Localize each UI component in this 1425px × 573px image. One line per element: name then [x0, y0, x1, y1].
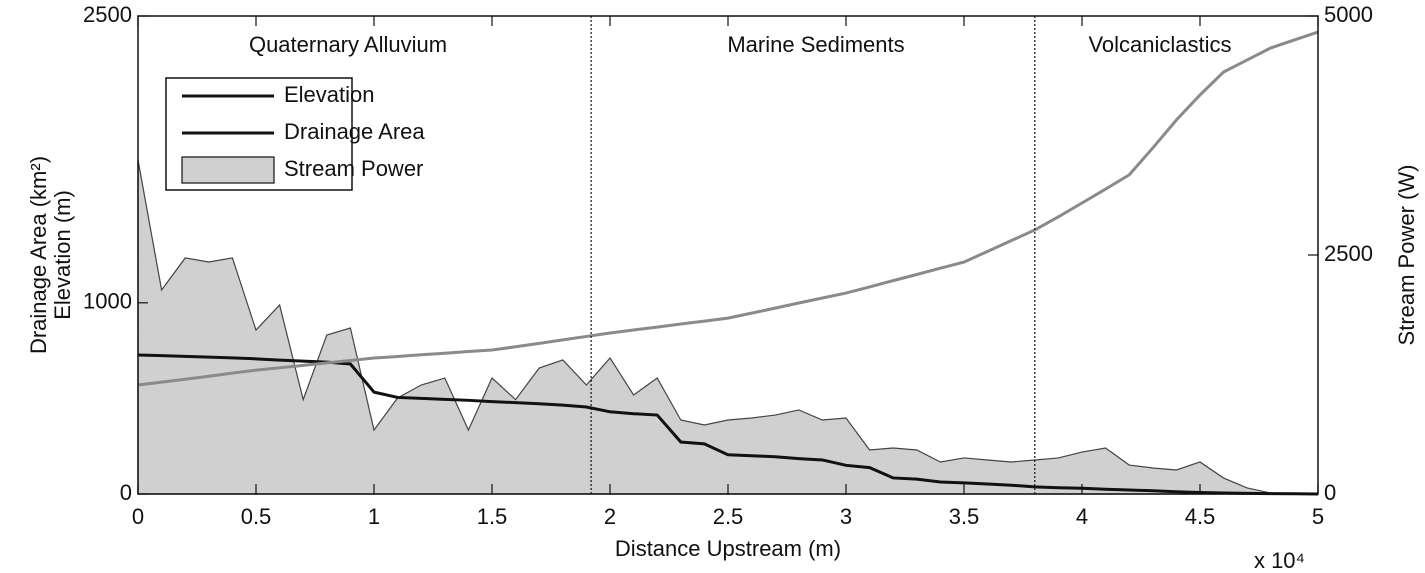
y2-tick-label: 5000	[1324, 2, 1373, 27]
x-tick-label: 3	[840, 504, 852, 529]
stream-power-area	[137, 159, 1318, 495]
region-label: Quaternary Alluvium	[249, 32, 447, 57]
y-tick-label: 1000	[83, 289, 132, 314]
legend-label: Elevation	[284, 82, 375, 107]
y-tick-label: 0	[120, 480, 132, 505]
y-axis-label: Elevation (m)	[50, 190, 75, 320]
x-tick-label: 5	[1312, 504, 1324, 529]
series-line	[137, 30, 1319, 387]
x-tick-label: 1.5	[477, 504, 508, 529]
legend-swatch	[181, 156, 275, 184]
x-tick-label: 2.5	[713, 504, 744, 529]
region-label: Marine Sediments	[727, 32, 904, 57]
y2-tick-label: 0	[1324, 480, 1336, 505]
x-tick-label: 2	[604, 504, 616, 529]
series-layer	[137, 30, 1319, 496]
x-tick-label: 0.5	[241, 504, 272, 529]
y2-axis-label: Stream Power (W)	[1394, 165, 1419, 346]
x-tick-label: 4	[1076, 504, 1088, 529]
legend-label: Drainage Area	[284, 119, 425, 144]
region-label: Volcaniclastics	[1088, 32, 1231, 57]
y-axis-label: Drainage Area (km²)	[26, 156, 51, 354]
x-multiplier: x 10⁴	[1254, 548, 1305, 573]
legend-label: Stream Power	[284, 156, 423, 181]
y2-tick-label: 2500	[1324, 241, 1373, 266]
x-tick-label: 0	[132, 504, 144, 529]
x-tick-label: 4.5	[1185, 504, 1216, 529]
x-axis-label: Distance Upstream (m)	[615, 536, 841, 561]
y-tick-label: 2500	[83, 2, 132, 27]
legend: Elevation Drainage Area Stream Power	[165, 77, 425, 191]
x-tick-label: 1	[368, 504, 380, 529]
x-tick-label: 3.5	[949, 504, 980, 529]
